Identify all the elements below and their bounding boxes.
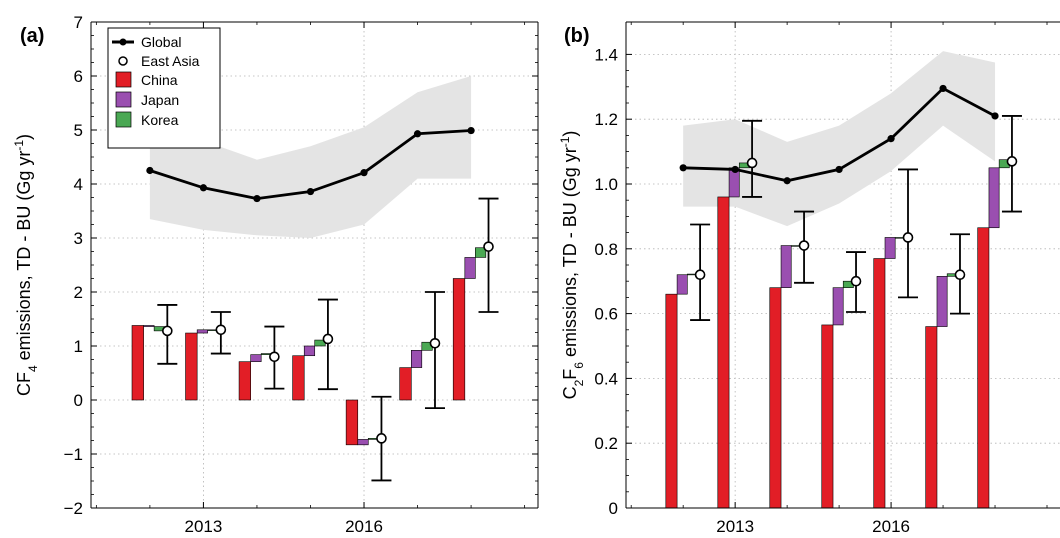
global-point [413,130,422,138]
y-tick-label: −2 [64,499,83,518]
bar-japan [196,329,208,334]
bar-japan [936,276,948,327]
legend-china-label: China [141,72,178,88]
x-tick-label: 2016 [345,517,383,536]
panel-b: 0 0.2 0.4 0.6 0.8 1.0 1.2 1.4 2013 2016 (b) C2F6 em… [558,21,1060,536]
bar-china [873,258,886,509]
global-point [306,187,315,196]
east-asia-point [1006,156,1018,167]
global-point [467,126,475,135]
bar-japan [464,257,476,279]
x-tick-label: 2013 [185,517,223,536]
east-asia-point [483,241,494,252]
bar-china [345,399,359,446]
bar-japan [410,350,423,368]
bar-china [399,367,412,401]
global-point [939,84,947,93]
global-point [360,169,368,177]
y-tick-label: 7 [74,13,83,32]
y-axis-title: C2F6 emissions, TD - BU (Gg yr-1) [558,131,586,400]
global-point [731,165,739,174]
bar-china [452,278,466,401]
global-point [146,166,154,175]
legend-japan-label: Japan [141,92,179,108]
east-asia-point [746,157,758,169]
bar-china [238,361,251,401]
bar-china [185,332,198,401]
bar-japan [884,237,896,259]
east-asia-point [798,240,810,251]
east-asia-point [269,351,280,363]
y-tick-label: 0.6 [594,305,618,324]
bar-japan [357,439,369,446]
y-tick-label: 1.4 [594,45,618,64]
y-tick-label: −1 [64,445,83,464]
east-asia-point [850,275,862,287]
east-asia-point [902,232,914,243]
y-tick-label: 6 [74,67,83,86]
y-tick-label: 0 [74,391,83,410]
east-asia-point [215,324,227,336]
east-asia-point [429,337,441,349]
legend: Global East Asia China Japan Korea [107,27,221,149]
bar-china [717,196,730,509]
legend-japan-swatch [115,91,132,108]
y-tick-label: 1.2 [594,110,618,129]
y-tick-label: 5 [74,121,83,140]
bar-china [769,287,782,509]
global-uncertainty-band [149,76,472,238]
legend-global-marker [119,38,127,46]
y-tick-label: 2 [74,283,83,302]
y-tick-label: 0.4 [594,369,618,388]
y-tick-label: 0.8 [594,240,618,259]
east-asia-point [322,333,334,345]
y-tick-label: 0.2 [594,434,618,453]
bar-china [665,293,678,509]
bar-japan [676,274,688,295]
bar-japan [303,345,316,357]
panel-a: −2 −1 0 1 2 3 4 5 6 7 2013 2016 (a) CF4 emissions, TD… [12,13,539,536]
global-point [835,165,843,174]
global-uncertainty-band [683,51,996,227]
legend-east-asia-label: East Asia [141,53,200,69]
panel-label: (a) [20,25,44,47]
east-asia-point [954,269,966,281]
y-tick-label: 4 [74,175,83,194]
legend-east-asia-marker [118,56,128,66]
bar-japan [780,245,792,288]
x-tick-label: 2013 [716,517,754,536]
east-asia-point [376,433,387,444]
y-tick-label: 1 [74,337,83,356]
panel-label: (b) [564,25,590,47]
legend-korea-swatch [115,111,132,128]
y-tick-label: 3 [74,229,83,248]
global-point [679,164,687,172]
bar-japan [250,354,262,362]
bar-china [131,325,144,401]
y-tick-label: 0 [609,499,618,518]
bar-china [292,355,305,401]
global-point [887,135,895,143]
legend-global-label: Global [141,34,181,50]
legend-korea-label: Korea [141,112,179,128]
global-point [783,177,791,185]
bar-korea [475,247,487,258]
bar-china [925,326,938,509]
x-tick-label: 2016 [872,517,910,536]
east-asia-point [694,269,706,281]
global-point [991,112,999,120]
bar-china [977,227,990,509]
legend-china-swatch [115,71,132,88]
legend-box [107,27,221,149]
bar-japan [988,167,1000,229]
global-point [199,184,208,192]
y-tick-label: 1.0 [594,175,618,194]
east-asia-point [162,325,173,337]
global-point [253,194,261,203]
bar-china [821,324,834,509]
bar-japan [832,287,844,326]
bar-japan [143,325,155,327]
y-axis-title: CF4 emissions, TD - BU (Gg yr-1) [12,134,40,396]
